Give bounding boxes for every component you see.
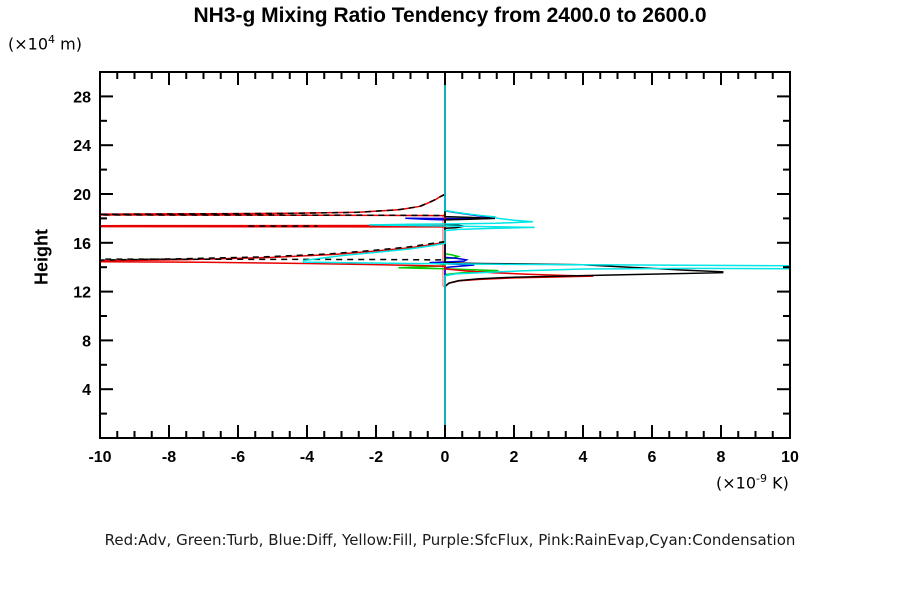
y-tick-label: 4	[82, 382, 91, 399]
curve-turb	[398, 72, 499, 438]
y-tick-label: 12	[73, 285, 91, 302]
y-tick-label: 16	[73, 236, 91, 253]
series-color-legend: Red:Adv, Green:Turb, Blue:Diff, Yellow:F…	[104, 531, 796, 549]
x-tick-label: -6	[231, 449, 245, 466]
y-tick-label: 24	[73, 138, 91, 155]
curve-total	[99, 240, 446, 261]
y-tick-label: 8	[82, 333, 91, 350]
x-unit-exponent: -9	[756, 472, 767, 485]
x-tick-label: 0	[441, 449, 450, 466]
y-axis-unit-label: (×104 m)	[8, 33, 82, 54]
curve-total-solid	[444, 72, 724, 438]
y-unit-exponent: 4	[48, 33, 56, 46]
x-tick-label: -2	[369, 449, 383, 466]
curve-diff	[405, 72, 491, 438]
x-tick-label: -4	[300, 449, 314, 466]
x-tick-label: -10	[88, 449, 111, 466]
x-axis-unit-label: (×10-9 K)	[716, 472, 789, 493]
y-tick-label: 28	[73, 89, 91, 106]
y-tick-label: 20	[73, 187, 91, 204]
x-tick-label: 6	[648, 449, 657, 466]
page-title: NH3-g Mixing Ratio Tendency from 2400.0 …	[193, 4, 707, 27]
x-tick-label: 10	[781, 449, 799, 466]
x-tick-label: 8	[717, 449, 726, 466]
x-tick-label: 4	[579, 449, 588, 466]
x-tick-label: 2	[510, 449, 519, 466]
curve-total	[99, 193, 446, 217]
curve-condensation	[302, 72, 791, 438]
x-tick-label: -8	[162, 449, 176, 466]
